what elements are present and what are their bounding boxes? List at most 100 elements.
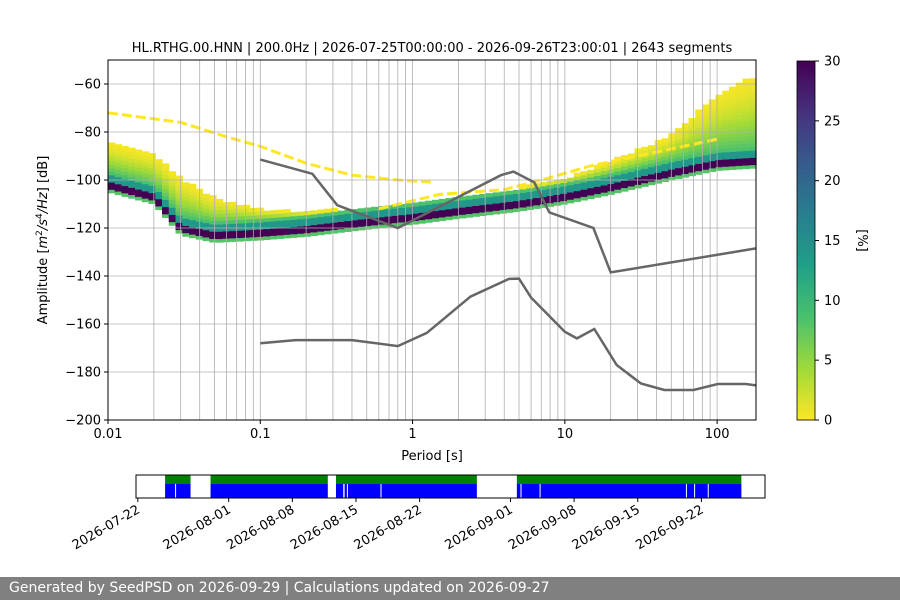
heatmap-cell (594, 193, 602, 198)
heatmap-cell (729, 133, 737, 138)
heatmap-cell (182, 185, 190, 190)
heatmap-cell (189, 234, 197, 239)
heatmap-cell (715, 163, 723, 168)
heatmap-cell (128, 183, 136, 188)
heatmap-cell (378, 216, 386, 221)
heatmap-cell (324, 212, 332, 217)
heatmap-cell (675, 153, 683, 158)
heatmap-cell (121, 153, 129, 158)
heatmap-cell (330, 222, 339, 227)
heatmap-cell (128, 187, 136, 192)
heatmap-cell (587, 169, 595, 174)
heatmap-cell (621, 165, 629, 171)
x-tick-label: 0.1 (250, 427, 271, 442)
heatmap-cell (715, 101, 723, 106)
heatmap-cell (114, 165, 123, 170)
heatmap-cell (189, 230, 197, 235)
psd-plot-area: 0.01 0.1 1 10 100 −60 −80 −100 −120 −140 −160 −180 −… (35, 59, 757, 464)
heatmap-cell (553, 194, 561, 199)
colorbar-swatch (797, 408, 815, 412)
heatmap-cell (114, 180, 123, 185)
heatmap-cell (209, 202, 217, 207)
heatmap-cell (735, 104, 744, 109)
heatmap-cell (276, 216, 285, 221)
y-axis-label: Amplitude [m2/s4/Hz] [dB] (35, 156, 51, 325)
heatmap-cell (675, 167, 683, 172)
heatmap-cell (708, 167, 717, 172)
heatmap-cell (310, 210, 318, 215)
heatmap-cell (384, 219, 393, 224)
heatmap-cell (513, 204, 521, 209)
heatmap-cell (128, 169, 136, 174)
heatmap-cell (141, 169, 150, 174)
heatmap-cell (695, 167, 703, 172)
heatmap-cell (168, 221, 177, 226)
heatmap-cell (472, 205, 480, 210)
heatmap-cell (384, 216, 393, 221)
heatmap-cell (722, 148, 730, 153)
heatmap-cell (708, 153, 717, 158)
heatmap-cell (155, 202, 163, 207)
heatmap-cell (330, 207, 339, 212)
colorbar-swatch (797, 351, 815, 355)
heatmap-cell (627, 178, 636, 183)
heatmap-cell (162, 167, 170, 172)
heatmap-cell (168, 196, 177, 201)
heatmap-cell (148, 174, 156, 179)
heatmap-cell (344, 209, 352, 214)
heatmap-cell (162, 210, 170, 215)
heatmap-cell (398, 218, 406, 223)
heatmap-cell (634, 148, 642, 153)
heatmap-cell (506, 205, 514, 210)
colorbar-swatch (797, 273, 815, 277)
heatmap-cell (553, 201, 561, 206)
colorbar-swatch (797, 78, 815, 83)
heatmap-cell (722, 151, 730, 156)
heatmap-cell (742, 157, 750, 162)
heatmap-cell (648, 159, 656, 164)
heatmap-cell (121, 185, 129, 190)
heatmap-cell (654, 139, 663, 145)
heatmap-cell (175, 200, 183, 205)
heatmap-cell (189, 190, 197, 195)
heatmap-cell (681, 162, 690, 167)
heatmap-cell (236, 215, 244, 220)
availability-segment-blue (516, 484, 742, 498)
heatmap-cell (695, 159, 703, 164)
heatmap-cell (513, 200, 521, 205)
heatmap-cell (135, 171, 143, 176)
heatmap-cell (243, 215, 251, 220)
heatmap-cell (276, 231, 285, 236)
heatmap-cell (486, 193, 494, 198)
heatmap-cell (202, 197, 210, 202)
heatmap-cell (499, 209, 507, 214)
heatmap-cell (229, 209, 237, 214)
heatmap-cell (715, 159, 723, 164)
heatmap-cell (567, 192, 575, 197)
heatmap-cell (243, 219, 251, 224)
heatmap-cell (708, 164, 717, 169)
heatmap-cell (175, 218, 183, 223)
heatmap-cell (749, 132, 757, 137)
heatmap-cell (290, 230, 298, 235)
heatmap-cell (216, 231, 224, 236)
colorbar-swatch (797, 414, 815, 418)
heatmap-cell (290, 233, 298, 238)
heatmap-cell (276, 209, 285, 214)
heatmap-cell (573, 179, 582, 184)
heatmap-cell (148, 185, 156, 190)
heatmap-cell (216, 206, 224, 211)
heatmap-cell (324, 215, 332, 220)
heatmap-cell (276, 220, 285, 225)
heatmap-cell (634, 151, 642, 157)
colorbar-swatch (797, 246, 815, 250)
heatmap-cell (668, 151, 676, 156)
heatmap-cell (351, 227, 359, 232)
colorbar-swatch (797, 66, 815, 71)
colorbar-tick-label: 10 (824, 294, 841, 309)
heatmap-cell (729, 126, 737, 131)
heatmap-cell (735, 97, 744, 102)
heatmap-cell (189, 183, 197, 188)
heatmap-cell (216, 220, 224, 225)
heatmap-cell (729, 104, 737, 109)
